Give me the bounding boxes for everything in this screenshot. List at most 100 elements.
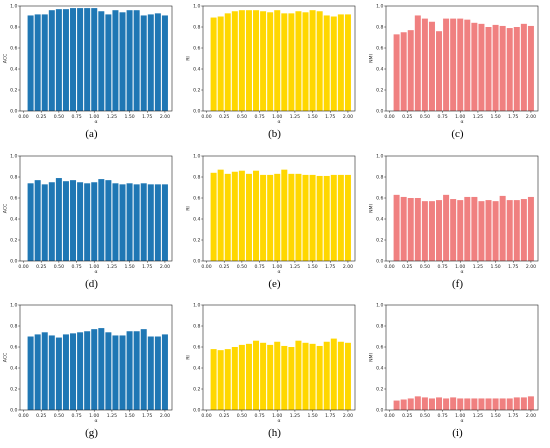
y-axis-label: RI	[186, 355, 192, 360]
x-tick-label: 0.75	[437, 264, 447, 270]
x-tick-label: 0.00	[384, 114, 394, 120]
bar	[499, 398, 506, 410]
bar	[520, 397, 527, 410]
x-tick-label: 0.00	[384, 413, 394, 419]
x-axis-label: α	[277, 270, 280, 275]
bar	[485, 398, 492, 410]
bar	[41, 184, 48, 261]
y-tick-label: 0.8	[193, 175, 200, 181]
bar	[330, 338, 337, 410]
y-tick-label: 0.8	[376, 25, 383, 31]
y-tick-label: 0.6	[376, 46, 383, 52]
x-tick-label: 0.00	[201, 413, 211, 419]
bar	[330, 174, 337, 261]
x-tick-label: 0.00	[18, 114, 28, 120]
bar	[316, 345, 323, 410]
bar	[62, 9, 69, 111]
bar	[27, 15, 34, 112]
y-tick-label: 0.4	[10, 67, 17, 73]
x-axis-label: α	[94, 120, 97, 125]
panel-caption: (a)	[85, 128, 98, 140]
x-tick-label: 2.00	[160, 114, 170, 120]
chart-panel: 0.0 0.2 0.4 0.6 0.8 1.0 0.00 0.25 0.50 0.75 1.00 1.…	[366, 0, 549, 149]
y-tick-label: 0.6	[10, 196, 17, 202]
x-tick-label: 1.00	[272, 413, 282, 419]
y-axis-label: NMI	[369, 54, 375, 63]
y-tick-label: 0.2	[193, 238, 200, 244]
bar	[421, 397, 428, 410]
bar-chart: 0.0 0.2 0.4 0.6 0.8 1.0 0.00 0.25 0.50 0.75 1.00 1.…	[369, 303, 539, 424]
chart-panel: 0.0 0.2 0.4 0.6 0.8 1.0 0.00 0.25 0.50 0.75 1.00 1.…	[0, 0, 183, 149]
bar	[450, 397, 457, 410]
x-tick-label: 1.50	[307, 114, 317, 120]
bar	[267, 344, 274, 410]
bar	[260, 11, 267, 111]
bar	[428, 201, 435, 261]
bar	[27, 336, 34, 410]
bar	[48, 182, 55, 261]
bar	[238, 344, 245, 410]
bar	[238, 170, 245, 261]
y-tick-label: 1.0	[193, 4, 200, 10]
bar	[407, 198, 414, 261]
bar	[224, 349, 231, 410]
y-tick-label: 0.6	[193, 196, 200, 202]
bar	[471, 22, 478, 111]
bar	[414, 15, 421, 112]
bar	[520, 199, 527, 261]
bar	[506, 28, 513, 111]
bar	[478, 201, 485, 261]
bar	[443, 194, 450, 261]
y-tick-label: 1.0	[193, 303, 200, 309]
y-axis-label: ACC	[3, 54, 9, 63]
x-tick-label: 1.25	[290, 413, 300, 419]
x-tick-label: 1.75	[508, 114, 518, 120]
bar	[133, 10, 140, 112]
bar-chart: 0.0 0.2 0.4 0.6 0.8 1.0 0.00 0.25 0.50 0.75 1.00 1.…	[3, 303, 173, 424]
bar	[513, 200, 520, 261]
bar	[154, 336, 161, 410]
bar	[485, 200, 492, 261]
bar	[126, 331, 133, 410]
plot-frame	[19, 5, 173, 112]
x-tick-label: 1.25	[290, 264, 300, 270]
x-tick-label: 1.25	[473, 413, 483, 419]
x-tick-label: 1.50	[124, 114, 134, 120]
bar	[464, 19, 471, 111]
bar	[245, 10, 252, 112]
y-axis-label: ACC	[3, 204, 9, 213]
x-axis-label: α	[94, 270, 97, 275]
bar	[98, 11, 105, 111]
bar	[288, 13, 295, 112]
x-tick-label: 2.00	[343, 413, 353, 419]
bar	[344, 174, 351, 261]
x-axis-label: α	[277, 419, 280, 424]
x-tick-label: 1.50	[307, 413, 317, 419]
plot-frame	[385, 5, 539, 112]
y-tick-label: 0.4	[376, 366, 383, 372]
bar	[267, 174, 274, 261]
x-tick-label: 0.25	[219, 114, 229, 120]
plot-frame	[202, 5, 356, 112]
x-tick-label: 0.75	[254, 264, 264, 270]
y-tick-label: 0.4	[193, 67, 200, 73]
bar	[112, 183, 119, 261]
y-tick-label: 0.6	[193, 46, 200, 52]
bar	[91, 329, 98, 410]
plot-frame	[202, 304, 356, 411]
y-tick-label: 0.6	[376, 345, 383, 351]
x-tick-label: 0.25	[36, 114, 46, 120]
bar	[48, 10, 55, 112]
chart-panel: 0.0 0.2 0.4 0.6 0.8 1.0 0.00 0.25 0.50 0.75 1.00 1.…	[0, 299, 183, 448]
panel-caption: (h)	[268, 427, 281, 439]
bar	[520, 23, 527, 112]
y-tick-label: 0.6	[10, 345, 17, 351]
y-tick-label: 0.0	[376, 259, 383, 265]
bar	[393, 34, 400, 111]
bar	[295, 340, 302, 410]
bar	[140, 183, 147, 261]
panel-caption: (d)	[85, 278, 98, 290]
bar	[105, 332, 112, 410]
bar	[513, 27, 520, 111]
x-tick-label: 0.50	[54, 264, 64, 270]
